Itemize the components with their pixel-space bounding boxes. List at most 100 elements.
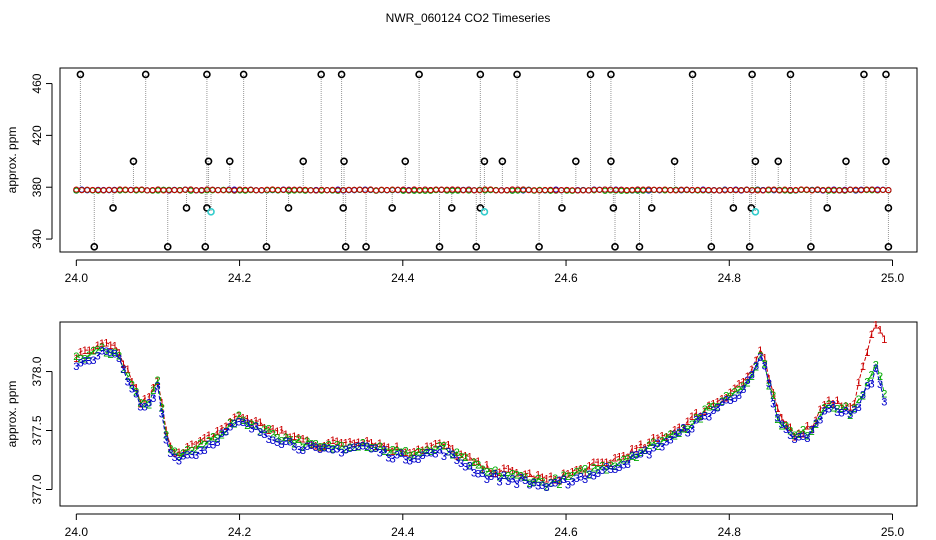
series-point-label: 2 bbox=[740, 381, 746, 393]
series-point-label: 1 bbox=[565, 468, 571, 480]
series-point-label: 1 bbox=[680, 423, 686, 435]
series-point-label: 1 bbox=[458, 449, 464, 461]
series-point-label: 3 bbox=[103, 346, 109, 358]
series-point-label: 1 bbox=[223, 421, 229, 433]
series-point-label: 3 bbox=[99, 345, 105, 357]
baseline-point bbox=[585, 187, 592, 194]
baseline-point bbox=[710, 187, 718, 194]
series-point-label: 1 bbox=[402, 447, 408, 459]
series-point-label: 2 bbox=[407, 451, 413, 463]
series-point-label: 2 bbox=[351, 442, 357, 454]
series-point-label: 2 bbox=[159, 403, 165, 415]
series-point-label: 1 bbox=[338, 438, 344, 450]
outlier-point bbox=[688, 70, 697, 79]
series-point-label: 1 bbox=[620, 451, 626, 463]
series-point-label: 1 bbox=[488, 468, 494, 480]
outlier-point bbox=[339, 204, 348, 212]
top-panel: approx. ppm 24.0 24.2 24.4 24.6 24.8 25.0 340 3… bbox=[5, 67, 918, 285]
top-x-tick-label: 24.0 bbox=[65, 271, 89, 285]
series-point-label: 2 bbox=[843, 401, 849, 413]
baseline-point bbox=[885, 187, 892, 194]
top-y-tick-label: 460 bbox=[30, 73, 44, 93]
series-point-label: 2 bbox=[663, 432, 669, 444]
series-point-label: 2 bbox=[642, 445, 648, 457]
series-point-label: 2 bbox=[479, 464, 485, 476]
series-point-label: 3 bbox=[804, 433, 810, 445]
series-point-label: 2 bbox=[497, 472, 503, 484]
series-point-label: 1 bbox=[193, 439, 199, 451]
series-point-label: 1 bbox=[146, 392, 152, 404]
series-point-label: 3 bbox=[394, 450, 400, 462]
series-point-label: 2 bbox=[860, 391, 866, 403]
series-point-label: 1 bbox=[526, 468, 532, 480]
series-point-label: 2 bbox=[796, 429, 802, 441]
series-point-label: 3 bbox=[710, 405, 716, 417]
series-point-label: 1 bbox=[501, 463, 507, 475]
series-point-label: 1 bbox=[710, 399, 716, 411]
series-point-label: 3 bbox=[197, 446, 203, 458]
series-point-label: 2 bbox=[449, 450, 455, 462]
series-point-label: 3 bbox=[556, 475, 562, 487]
outlier-point bbox=[472, 243, 481, 251]
series-point-label: 3 bbox=[445, 447, 451, 459]
top-x-tick-label: 24.2 bbox=[228, 271, 252, 285]
outlier-point bbox=[572, 157, 580, 166]
series-point-label: 2 bbox=[189, 446, 195, 458]
series-point-label: 2 bbox=[112, 347, 118, 359]
series-point-label: 3 bbox=[646, 449, 652, 461]
series-point-label: 2 bbox=[509, 469, 515, 481]
series-point-label: 3 bbox=[206, 439, 212, 451]
bottom-panel: approx. ppm 1111111111111111111111111111… bbox=[5, 320, 918, 539]
series-point-label: 1 bbox=[133, 382, 139, 394]
series-point-label: 3 bbox=[501, 470, 507, 482]
series-point-label: 1 bbox=[514, 468, 520, 480]
series-point-label: 1 bbox=[762, 352, 768, 364]
bottom-axes: 24.0 24.2 24.4 24.6 24.8 25.0 377.0 377.5 378.0 bbox=[30, 356, 904, 539]
outlier-point bbox=[203, 70, 211, 79]
series-point-label: 2 bbox=[296, 434, 302, 446]
series-point-label: 3 bbox=[257, 427, 263, 439]
baseline-point bbox=[498, 187, 505, 194]
series-line bbox=[76, 346, 885, 488]
series-point-label: 3 bbox=[471, 468, 477, 480]
series-point-label: 3 bbox=[599, 465, 605, 477]
series-point-label: 3 bbox=[86, 356, 92, 368]
series-point-label: 1 bbox=[424, 441, 430, 453]
outlier-point bbox=[609, 204, 618, 212]
series-point-label: 2 bbox=[458, 451, 464, 463]
series-point-label: 3 bbox=[697, 412, 703, 424]
baseline-point bbox=[879, 186, 887, 194]
series-line bbox=[75, 323, 885, 481]
series-point-label: 3 bbox=[591, 470, 597, 482]
series-point-label: 2 bbox=[856, 394, 862, 406]
series-point-label: 2 bbox=[236, 410, 242, 422]
series-point-label: 2 bbox=[90, 346, 96, 358]
series-point-label: 3 bbox=[847, 409, 853, 421]
series-point-label: 3 bbox=[407, 456, 413, 468]
series-point-label: 1 bbox=[355, 437, 361, 449]
top-axes: 24.0 24.2 24.4 24.6 24.8 25.0 340 380 420 460 bbox=[30, 73, 904, 285]
series-point-label: 2 bbox=[133, 387, 139, 399]
series-point-label: 1 bbox=[868, 329, 874, 341]
series-point-label: 2 bbox=[877, 371, 883, 383]
series-point-label: 3 bbox=[565, 479, 571, 491]
series-point-label: 2 bbox=[565, 471, 571, 483]
series-point-label: 3 bbox=[347, 443, 353, 455]
series-point-label: 3 bbox=[693, 415, 699, 427]
series-point-label: 3 bbox=[184, 450, 190, 462]
series-point-label: 1 bbox=[236, 411, 242, 423]
outlier-point bbox=[745, 243, 754, 251]
series-point-label: 3 bbox=[112, 349, 118, 361]
bottom-y-tick-label: 377.0 bbox=[30, 474, 44, 504]
series-point-label: 2 bbox=[646, 440, 652, 452]
series-point-label: 1 bbox=[736, 378, 742, 390]
series-point-label: 3 bbox=[706, 411, 712, 423]
outlier-point bbox=[76, 70, 85, 79]
series-point-label: 1 bbox=[99, 338, 105, 350]
series-point-label: 2 bbox=[839, 403, 845, 415]
series-point-label: 1 bbox=[73, 353, 79, 365]
outlier-point bbox=[558, 204, 566, 212]
series-point-label: 3 bbox=[881, 396, 887, 408]
series-point-label: 3 bbox=[522, 475, 528, 487]
series-point-label: 2 bbox=[214, 433, 220, 445]
